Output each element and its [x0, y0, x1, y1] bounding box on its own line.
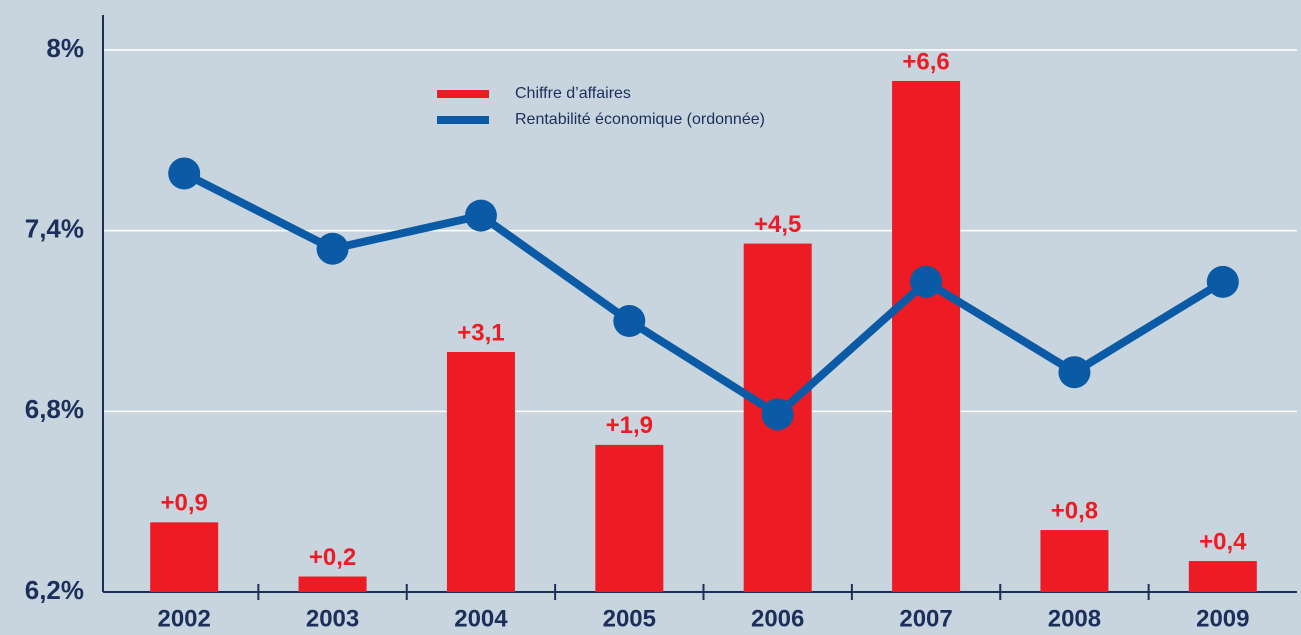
legend-swatch	[437, 90, 489, 98]
line-marker	[613, 305, 646, 337]
bar	[446, 351, 515, 592]
data-label: +6,6	[902, 48, 949, 75]
line-marker	[910, 265, 943, 298]
line-marker	[168, 157, 201, 190]
y-tick-label: 7,4%	[25, 214, 84, 244]
x-tick-label: 2002	[157, 605, 210, 632]
data-label: +0,2	[309, 544, 356, 571]
line-marker	[316, 232, 349, 265]
bar	[1188, 561, 1257, 592]
data-label: +0,4	[1199, 528, 1247, 555]
bar	[595, 444, 664, 592]
line-marker	[1058, 356, 1091, 389]
line-marker	[761, 398, 794, 431]
data-label: +3,1	[457, 319, 504, 346]
y-tick-label: 6,8%	[25, 394, 84, 424]
x-tick-label: 2005	[603, 605, 656, 632]
data-label: +1,9	[606, 412, 653, 439]
bar	[150, 522, 219, 592]
data-label: +4,5	[754, 211, 801, 238]
data-label: +0,8	[1051, 497, 1098, 524]
y-tick-label: 6,2%	[25, 575, 84, 605]
x-tick-label: 2008	[1048, 605, 1101, 632]
x-tick-label: 2007	[899, 605, 952, 632]
bar	[298, 576, 367, 592]
line-marker	[1206, 265, 1239, 298]
line-marker	[464, 199, 497, 232]
line	[182, 169, 1225, 419]
bar	[892, 80, 961, 592]
data-label: +0,9	[160, 490, 207, 517]
bar	[1040, 530, 1109, 592]
y-tick-label: 8%	[46, 33, 84, 63]
x-tick-label: 2009	[1196, 605, 1249, 632]
legend-label: Rentabilité économique (ordonnée)	[515, 111, 765, 128]
legend-swatch	[437, 116, 489, 124]
legend-label: Chiffre d’affaires	[515, 85, 631, 102]
x-tick-label: 2003	[306, 605, 359, 632]
x-tick-label: 2004	[454, 605, 508, 632]
x-tick-label: 2006	[751, 605, 804, 632]
